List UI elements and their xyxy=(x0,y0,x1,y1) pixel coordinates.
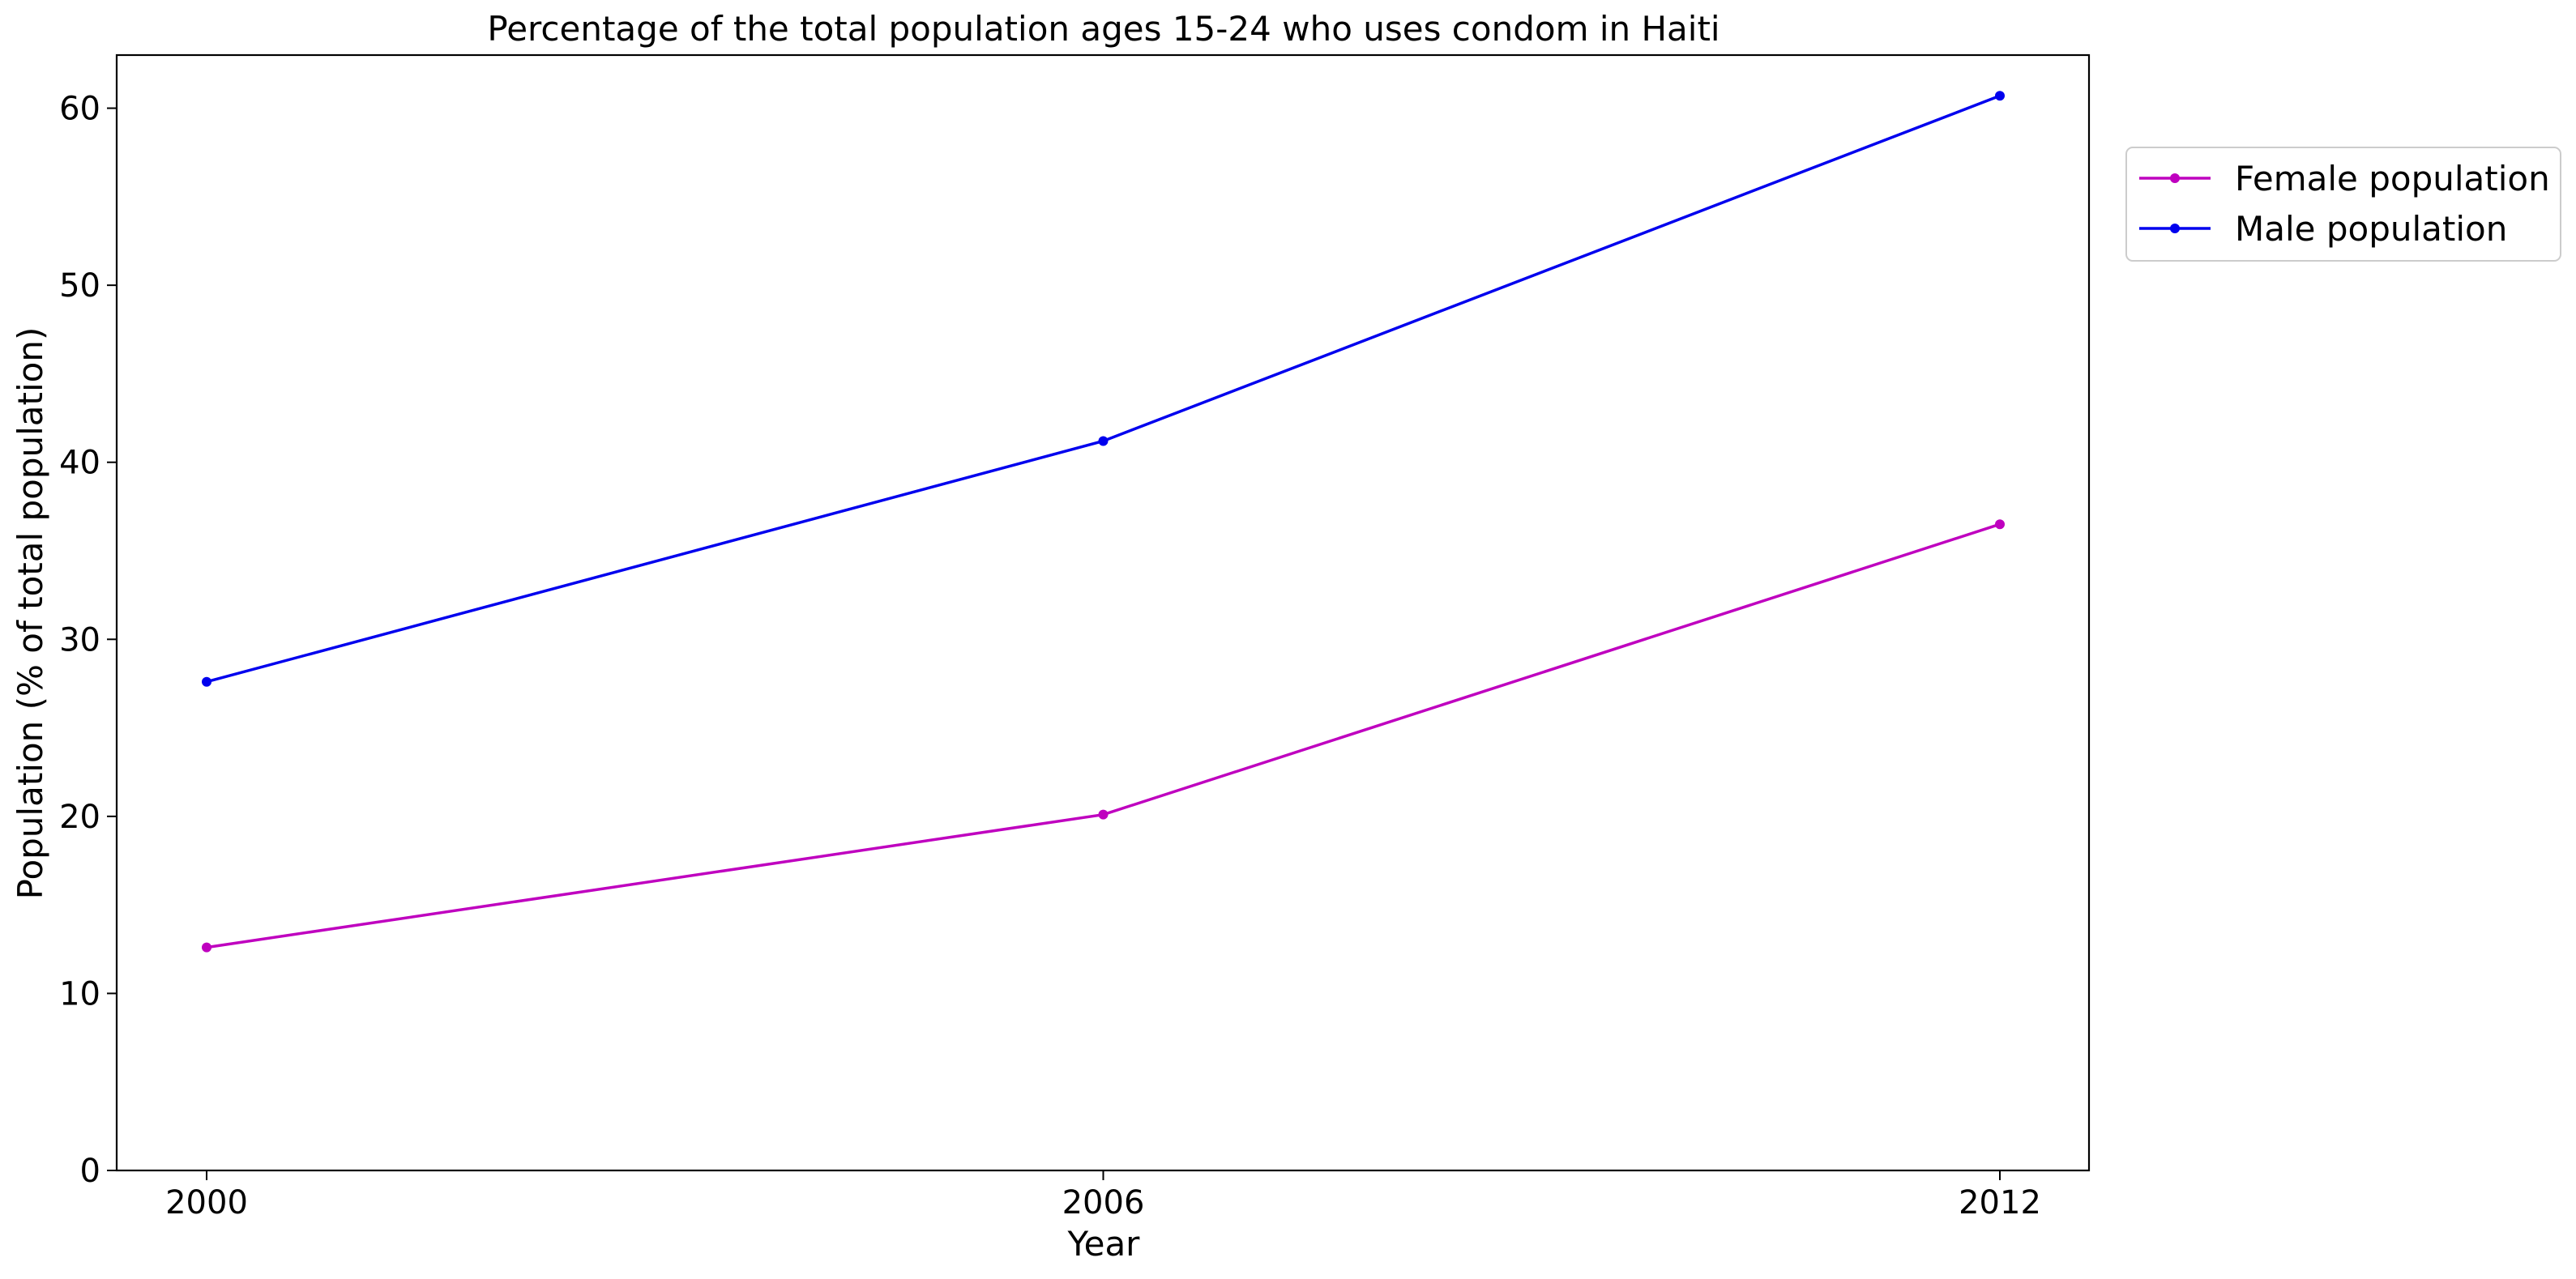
legend: Female population Male population xyxy=(2125,147,2561,262)
legend-entries: Female population Male population xyxy=(2139,159,2550,249)
y-tick-label: 60 xyxy=(59,91,100,128)
plot-frame xyxy=(115,53,2091,1172)
data-point-female-population xyxy=(1098,809,1109,820)
y-axis-label: Population (% of total population) xyxy=(11,327,50,900)
y-tick-label: 30 xyxy=(59,621,100,659)
legend-box xyxy=(2125,147,2561,262)
series-female-population xyxy=(202,519,2005,953)
y-tick-label: 20 xyxy=(59,799,100,836)
legend-label: Male population xyxy=(2235,209,2507,249)
series-male-population xyxy=(202,91,2005,687)
data-point-female-population xyxy=(1995,519,2005,530)
x-tick-label: 2006 xyxy=(1062,1184,1145,1221)
x-axis: 2000 2006 2012 xyxy=(165,1170,2041,1221)
y-axis: 0 10 20 30 40 50 60 xyxy=(59,91,117,1190)
plot-area: 0 10 20 30 40 50 60 2000 2006 2012 xyxy=(59,53,2091,1221)
data-point-female-population xyxy=(202,942,211,953)
x-tick-label: 2012 xyxy=(1959,1184,2041,1221)
legend-marker xyxy=(2170,173,2180,183)
chart-title: Percentage of the total population ages … xyxy=(487,9,1719,49)
x-axis-label: Year xyxy=(1067,1224,1141,1264)
series-layer xyxy=(202,91,2005,953)
y-tick-label: 40 xyxy=(59,445,100,482)
data-point-male-population xyxy=(202,676,211,687)
y-tick-label: 10 xyxy=(59,975,100,1013)
legend-marker xyxy=(2170,224,2180,233)
y-tick-label: 50 xyxy=(59,267,100,305)
data-point-male-population xyxy=(1995,91,2005,101)
legend-label: Female population xyxy=(2235,159,2550,198)
legend-item-female-population: Female population xyxy=(2139,159,2550,198)
legend-item-male-population: Male population xyxy=(2139,209,2507,249)
y-tick-label: 0 xyxy=(80,1153,100,1190)
data-point-male-population xyxy=(1098,436,1109,446)
x-tick-label: 2000 xyxy=(165,1184,248,1221)
